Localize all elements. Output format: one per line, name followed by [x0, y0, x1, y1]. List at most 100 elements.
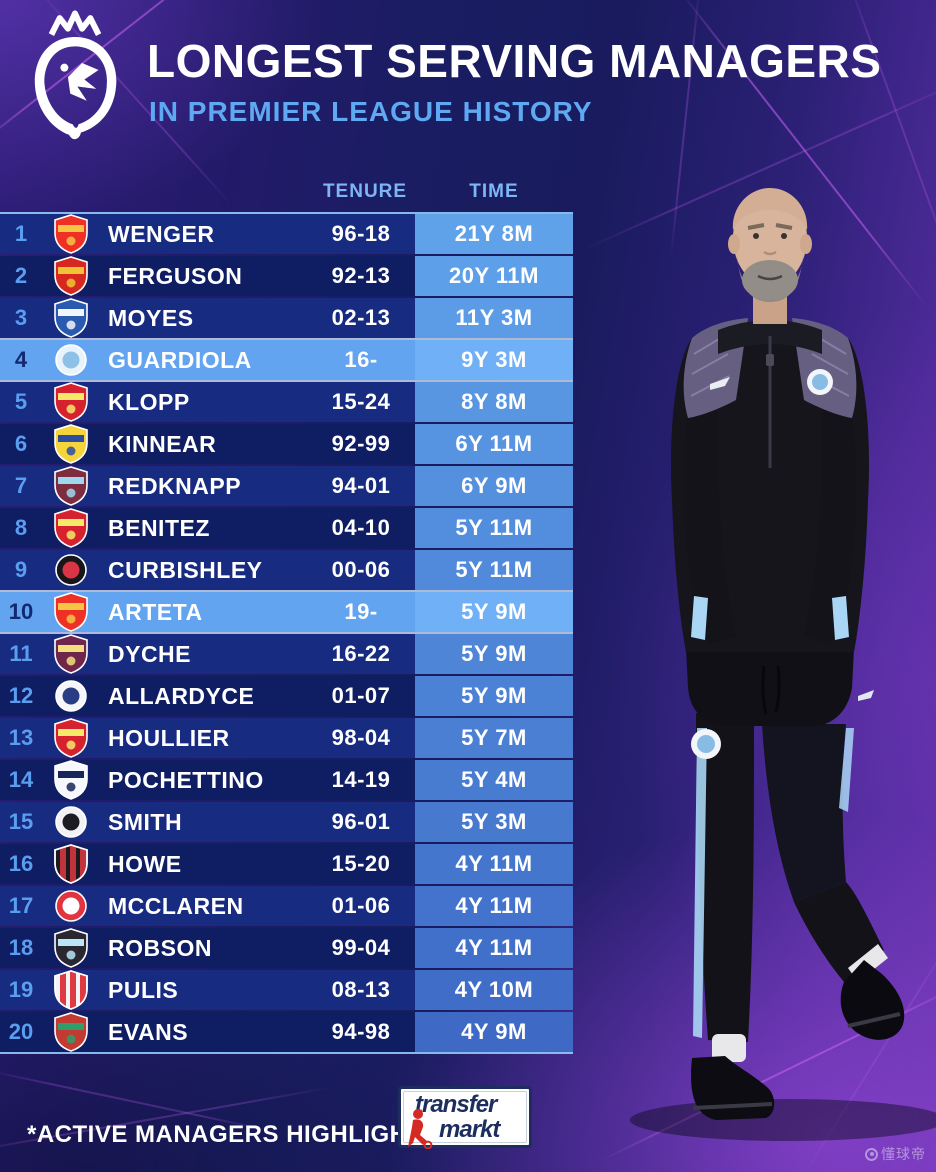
manager-name: ROBSON: [108, 934, 212, 961]
club-crest-middlesbrough: [42, 886, 100, 926]
manager-name: HOULLIER: [108, 724, 230, 751]
active-managers-note: *ACTIVE MANAGERS HIGHLIGHTED: [27, 1121, 458, 1148]
page-title: LONGEST SERVING MANAGERS: [147, 35, 882, 87]
manager-name: ALLARDYCE: [108, 682, 255, 709]
transfermarkt-wordmark-top: transfer: [415, 1091, 497, 1118]
club-crest-liverpool: [42, 382, 100, 422]
tenure-value: 01-06: [331, 893, 391, 918]
time-value: 5Y 4M: [415, 760, 573, 800]
table-row: 15 SMITH 96-01 5Y 3M: [0, 802, 573, 842]
time-value: 20Y 11M: [415, 256, 573, 296]
time-value: 21Y 8M: [415, 214, 573, 254]
tenure-value: 92-99: [331, 431, 391, 456]
table-row: 19 PULIS 08-13 4Y 10M: [0, 970, 573, 1010]
club-crest-newcastle-united: [42, 928, 100, 968]
time-value: 11Y 3M: [415, 298, 573, 338]
club-crest-stoke-city: [42, 970, 100, 1010]
time-value: 4Y 11M: [415, 928, 573, 968]
time-value: 5Y 9M: [415, 634, 573, 674]
dongqiudi-ball-icon: [865, 1147, 878, 1161]
tenure-value: 04-10: [331, 515, 391, 540]
tenure-value: 94-98: [331, 1019, 391, 1044]
manager-name: MCCLAREN: [108, 892, 244, 919]
club-crest-liverpool: [42, 1012, 100, 1052]
manager-name: WENGER: [108, 220, 215, 247]
tenure-value: 16-: [344, 347, 378, 372]
rank-value: 13: [8, 725, 34, 750]
rank-value: 20: [8, 1019, 34, 1044]
transfermarkt-wordmark-bottom: markt: [439, 1116, 500, 1143]
table-row: 9 CURBISHLEY 00-06 5Y 11M: [0, 550, 573, 590]
transfermarkt-logo: transfer markt: [398, 1086, 532, 1149]
table-row: 3 MOYES 02-13 11Y 3M: [0, 298, 573, 338]
rank-value: 11: [9, 641, 33, 666]
time-value: 9Y 3M: [415, 340, 573, 380]
tenure-value: 01-07: [331, 683, 391, 708]
club-crest-burnley: [42, 634, 100, 674]
rank-value: 3: [14, 305, 28, 330]
manager-name: POCHETTINO: [108, 766, 264, 793]
time-value: 5Y 9M: [415, 676, 573, 716]
rank-value: 12: [8, 683, 34, 708]
time-value: 5Y 11M: [415, 508, 573, 548]
club-crest-liverpool: [42, 508, 100, 548]
rank-value: 4: [14, 347, 28, 372]
rank-value: 19: [8, 977, 34, 1002]
table-row: 7 REDKNAPP 94-01 6Y 9M: [0, 466, 573, 506]
manager-name: MOYES: [108, 304, 194, 331]
club-crest-bournemouth: [42, 844, 100, 884]
club-crest-charlton-athletic: [42, 550, 100, 590]
tenure-value: 02-13: [331, 305, 391, 330]
rank-value: 1: [14, 221, 28, 246]
time-value: 5Y 7M: [415, 718, 573, 758]
tenure-value: 14-19: [331, 767, 391, 792]
time-value: 5Y 11M: [415, 550, 573, 590]
column-header-tenure: TENURE: [322, 181, 408, 202]
manager-name: SMITH: [108, 808, 183, 835]
manager-name: ARTETA: [108, 598, 203, 625]
time-value: 5Y 9M: [415, 592, 573, 632]
premier-league-logo: [34, 10, 117, 140]
tenure-value: 92-13: [331, 263, 391, 288]
time-value: 4Y 10M: [415, 970, 573, 1010]
club-crest-liverpool: [42, 718, 100, 758]
manager-name: FERGUSON: [108, 262, 243, 289]
table-row: 18 ROBSON 99-04 4Y 11M: [0, 928, 573, 968]
rank-value: 7: [14, 473, 28, 498]
manager-name: CURBISHLEY: [108, 556, 263, 583]
rank-value: 16: [8, 851, 34, 876]
time-value: 4Y 9M: [415, 1012, 573, 1052]
tenure-value: 98-04: [331, 725, 391, 750]
time-value: 5Y 3M: [415, 802, 573, 842]
rank-value: 10: [8, 599, 34, 624]
table-row: 4 GUARDIOLA 16- 9Y 3M: [0, 340, 573, 380]
time-value: 8Y 8M: [415, 382, 573, 422]
manager-name: BENITEZ: [108, 514, 210, 541]
tenure-value: 99-04: [331, 935, 391, 960]
club-crest-derby-county: [42, 802, 100, 842]
manager-name: PULIS: [108, 976, 179, 1003]
table-row: 11 DYCHE 16-22 5Y 9M: [0, 634, 573, 674]
manager-name: HOWE: [108, 850, 182, 877]
manager-name: EVANS: [108, 1018, 189, 1045]
transfermarkt-logo-frame: [403, 1091, 527, 1143]
manager-name: REDKNAPP: [108, 472, 242, 499]
time-value: 4Y 11M: [415, 886, 573, 926]
rank-value: 8: [14, 515, 28, 540]
tenure-value: 16-22: [331, 641, 391, 666]
table-row: 20 EVANS 94-98 4Y 9M: [0, 1012, 573, 1052]
club-crest-west-ham-united: [42, 466, 100, 506]
dongqiudi-watermark: 懂球帝: [865, 1144, 926, 1164]
table-row: 16 HOWE 15-20 4Y 11M: [0, 844, 573, 884]
rank-value: 5: [14, 389, 28, 414]
table-row: 10 ARTETA 19- 5Y 9M: [0, 592, 573, 632]
club-crest-everton: [42, 298, 100, 338]
time-value: 6Y 11M: [415, 424, 573, 464]
club-crest-wimbledon: [42, 424, 100, 464]
table-row: 14 POCHETTINO 14-19 5Y 4M: [0, 760, 573, 800]
page-subtitle: IN PREMIER LEAGUE HISTORY: [149, 96, 593, 127]
column-header-time: TIME: [469, 181, 519, 202]
guardiola-photo: [630, 188, 936, 1141]
club-crest-tottenham-hotspur: [42, 760, 100, 800]
